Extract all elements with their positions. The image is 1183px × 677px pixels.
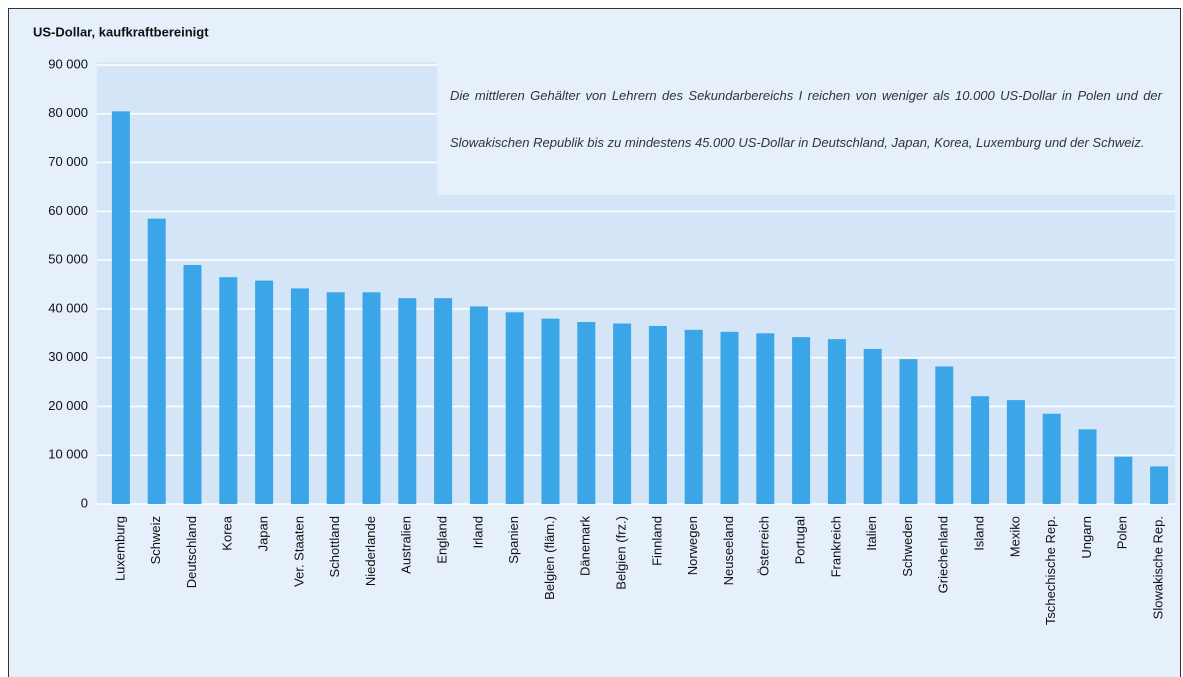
x-tick-label: Dänemark [578,516,593,576]
x-tick-label: Irland [470,516,485,549]
bar [219,277,238,504]
bar [613,323,632,504]
y-tick-label: 70 000 [48,154,88,169]
y-axis-title: US-Dollar, kaufkraftbereinigt [33,24,209,39]
bar [720,331,739,504]
annotation: Die mittleren Gehälter von Lehrern des S… [450,88,1162,150]
bar [434,298,453,504]
bar [1078,429,1097,504]
x-tick-label: Griechenland [936,516,951,593]
bar [792,337,811,504]
bar [362,292,381,504]
y-tick-label: 90 000 [48,56,88,71]
bar [255,280,274,504]
bar [505,312,524,504]
annotation-box [437,62,1175,195]
bar [541,318,560,504]
bar [398,298,417,504]
y-tick-label: 40 000 [48,300,88,315]
x-tick-label: Finnland [649,516,664,566]
bar [1150,466,1169,504]
x-tick-label: Spanien [506,516,521,564]
y-tick-label: 60 000 [48,203,88,218]
y-tick-label: 10 000 [48,447,88,462]
bar [183,264,202,504]
x-tick-label: Australien [399,516,414,574]
bar [1006,400,1025,504]
y-tick-label: 80 000 [48,105,88,120]
x-tick-label: Belgien (fläm.) [542,516,557,600]
x-tick-label: Norwegen [685,516,700,575]
bar [111,111,130,504]
x-tick-label: Tschechische Rep. [1043,516,1058,625]
x-tick-label: Ungarn [1079,516,1094,559]
bar [827,339,846,504]
x-tick-label: Italien [864,516,879,551]
bar [971,396,990,504]
bar [756,333,775,504]
bar [1114,456,1133,504]
bar [290,288,309,504]
bar [684,329,703,504]
x-tick-label: Deutschland [184,516,199,588]
bar [899,359,918,504]
x-tick-label: Japan [256,516,271,551]
bar [935,366,954,504]
x-tick-label: Slowakische Rep. [1151,516,1166,619]
y-tick-label: 30 000 [48,349,88,364]
y-tick-label: 20 000 [48,398,88,413]
x-tick-label: Schweden [900,516,915,577]
x-tick-label: England [435,516,450,564]
x-tick-label: Schottland [327,516,342,577]
x-tick-label: Portugal [793,516,808,565]
x-tick-label: Polen [1115,516,1130,549]
x-tick-label: Schweiz [148,516,163,564]
x-tick-label: Belgien (frz.) [614,516,629,590]
bar [147,218,166,504]
bar [648,325,667,504]
bar [863,348,882,504]
bar [1042,413,1061,504]
y-tick-label: 50 000 [48,252,88,267]
y-tick-label: 0 [81,495,88,510]
x-tick-label: Österreich [757,516,772,576]
x-tick-label: Frankreich [828,516,843,577]
x-tick-label: Island [972,516,987,551]
x-tick-label: Korea [220,515,235,550]
x-tick-label: Neuseeland [721,516,736,585]
x-tick-label: Mexiko [1007,516,1022,557]
bar [326,292,345,504]
x-tick-label: Ver. Staaten [291,516,306,587]
bar [577,322,596,504]
x-tick-label: Niederlande [363,516,378,586]
x-tick-label: Luxemburg [112,516,127,581]
bar [469,306,488,504]
